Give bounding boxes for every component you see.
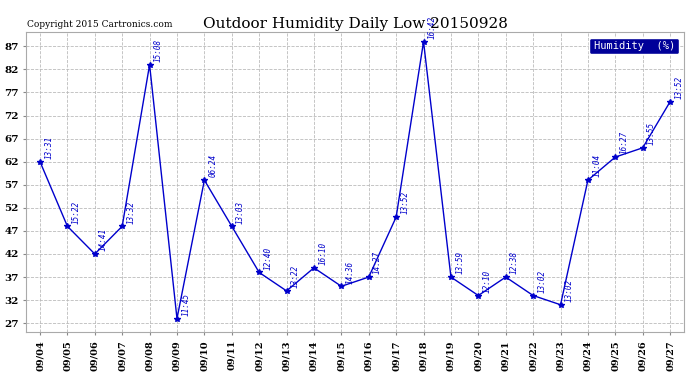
Text: 13:22: 13:22 [290,265,299,288]
Title: Outdoor Humidity Daily Low 20150928: Outdoor Humidity Daily Low 20150928 [203,17,507,31]
Text: 14:41: 14:41 [99,228,108,251]
Text: 06:24: 06:24 [208,154,217,177]
Text: 13:02: 13:02 [538,270,546,293]
Text: 15:08: 15:08 [154,39,163,62]
Text: 13:03: 13:03 [236,200,245,223]
Text: 15:22: 15:22 [72,200,81,223]
Text: 13:52: 13:52 [674,76,683,99]
Text: 14:36: 14:36 [346,260,355,284]
Text: 13:55: 13:55 [647,122,656,145]
Text: 13:32: 13:32 [126,200,135,223]
Text: 13:52: 13:52 [400,191,409,214]
Text: 16:27: 16:27 [620,131,629,154]
Text: Copyright 2015 Cartronics.com: Copyright 2015 Cartronics.com [27,20,172,29]
Legend: Humidity  (%): Humidity (%) [589,38,678,54]
Text: 13:59: 13:59 [455,251,464,274]
Text: 12:40: 12:40 [264,246,273,270]
Text: 12:10: 12:10 [482,270,491,293]
Text: 13:31: 13:31 [44,136,53,159]
Text: 16:10: 16:10 [318,242,327,265]
Text: 12:38: 12:38 [510,251,519,274]
Text: 16:42: 16:42 [428,16,437,39]
Text: 11:04: 11:04 [592,154,601,177]
Text: 11:45: 11:45 [181,293,190,316]
Text: 14:27: 14:27 [373,251,382,274]
Text: 13:02: 13:02 [564,279,573,302]
